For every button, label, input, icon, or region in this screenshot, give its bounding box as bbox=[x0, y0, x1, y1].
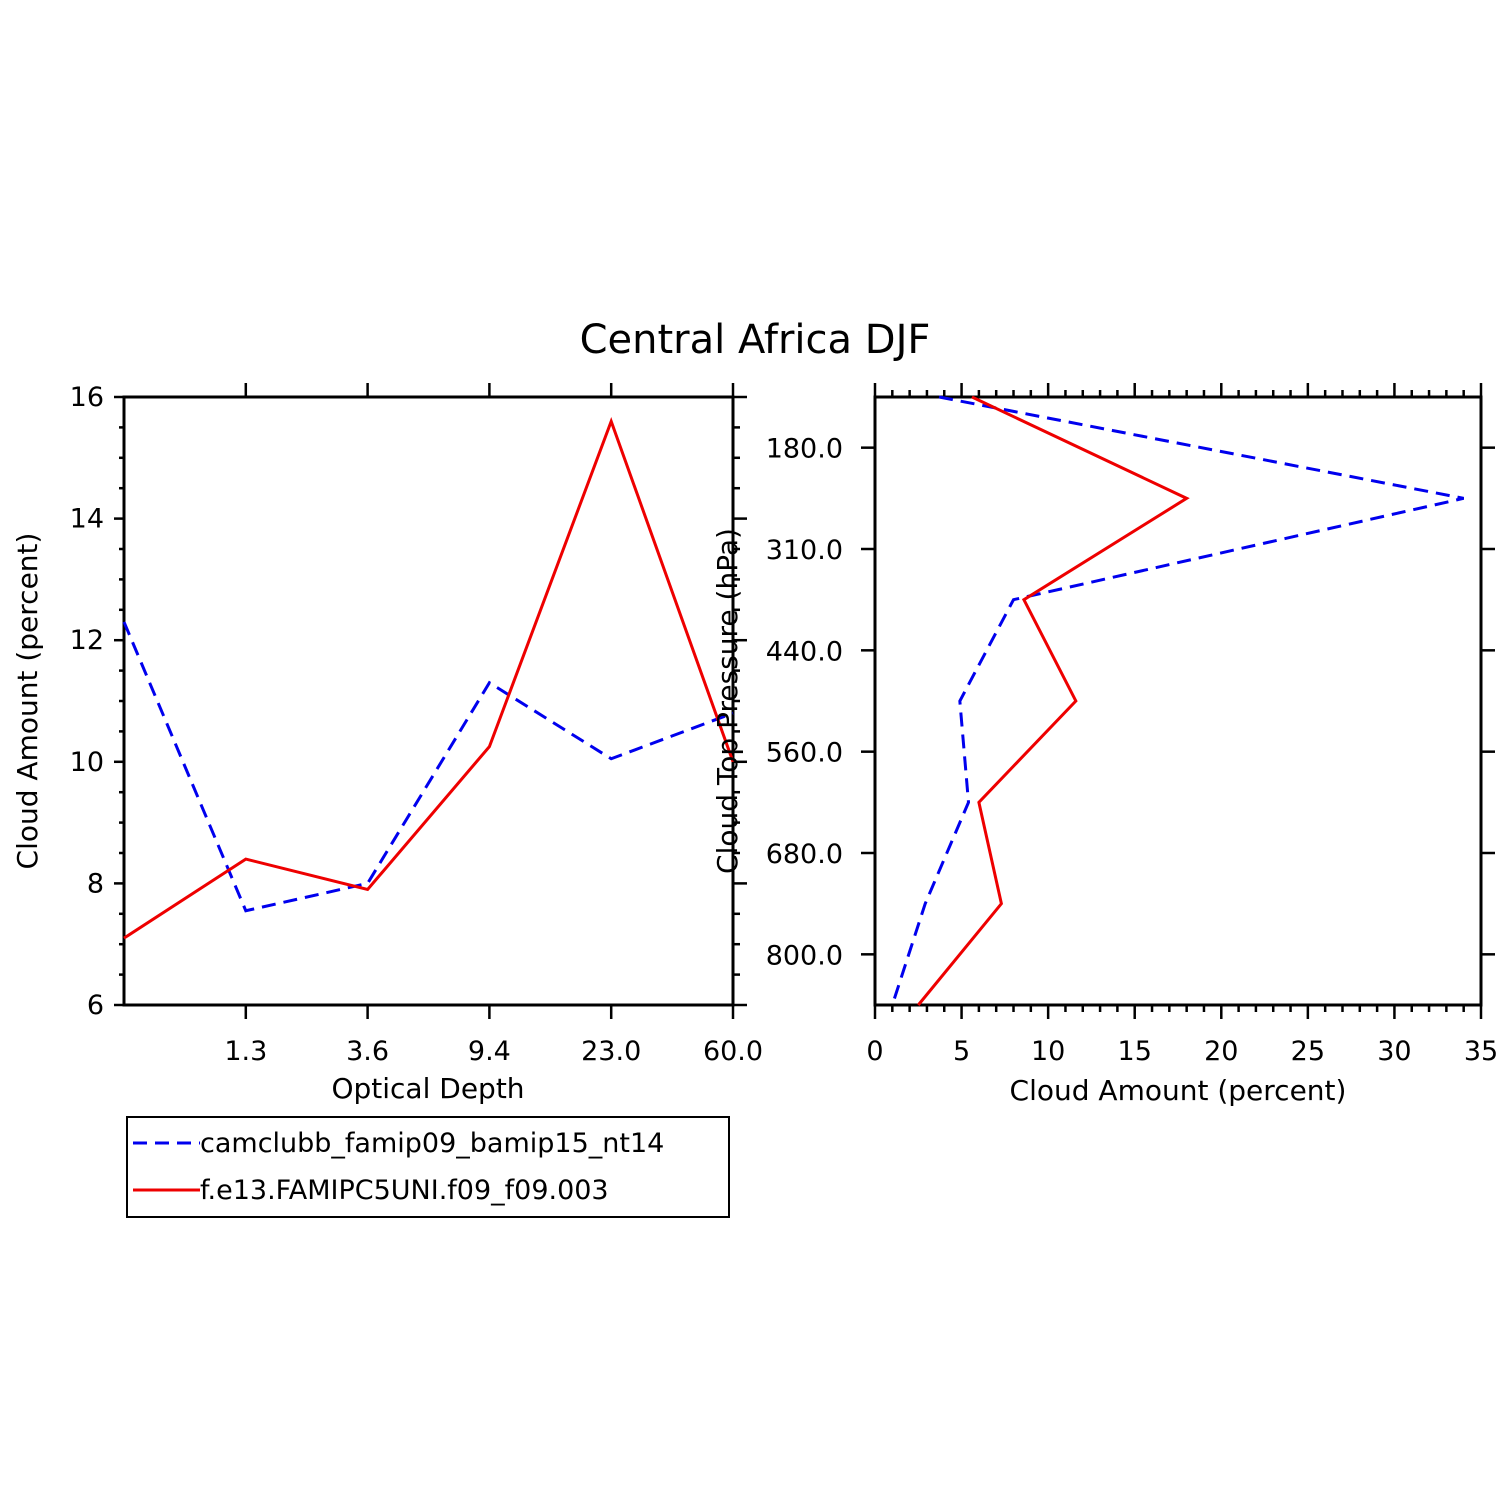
left-tick-labels: 6 8 10 12 14 16 1.3 3.6 9.4 23.0 60.0 bbox=[70, 382, 763, 1067]
left-tick-marks bbox=[114, 383, 747, 1019]
right-x-tick-label: 10 bbox=[1031, 1036, 1065, 1067]
right-tick-marks bbox=[861, 383, 1495, 1019]
legend-label-blue: camclubb_famip09_bamip15_nt14 bbox=[200, 1128, 664, 1159]
right-y-tick-label: 310.0 bbox=[766, 535, 843, 566]
left-x-tick-label: 3.6 bbox=[346, 1036, 389, 1067]
optical-depth-panel: 6 8 10 12 14 16 1.3 3.6 9.4 23.0 60.0 Optical Dept… bbox=[11, 382, 763, 1105]
left-y-tick-label: 12 bbox=[70, 625, 104, 656]
left-series-line-red bbox=[123, 416, 735, 940]
right-x-tick-label: 15 bbox=[1118, 1036, 1152, 1067]
right-x-tick-label: 35 bbox=[1464, 1036, 1498, 1067]
left-x-tick-label: 1.3 bbox=[224, 1036, 267, 1067]
left-plot-frame bbox=[122, 395, 735, 1007]
left-x-tick-label: 9.4 bbox=[468, 1036, 511, 1067]
left-series-lines bbox=[122, 416, 735, 940]
left-x-axis-title: Optical Depth bbox=[331, 1072, 524, 1105]
left-y-tick-label: 16 bbox=[70, 382, 104, 413]
left-x-tick-label: 23.0 bbox=[581, 1036, 641, 1067]
left-y-axis-title: Cloud Amount (percent) bbox=[11, 533, 44, 870]
right-x-tick-label: 25 bbox=[1291, 1036, 1325, 1067]
right-y-axis-title: Cloud Top Pressure (hPa) bbox=[711, 528, 744, 874]
right-y-tick-label: 560.0 bbox=[766, 738, 843, 769]
right-y-tick-label: 180.0 bbox=[766, 434, 843, 465]
right-tick-labels: 0 5 10 15 20 25 30 35 180.0 310.0 440.0 560.0 680.0 8… bbox=[766, 434, 1498, 1067]
right-x-tick-label: 30 bbox=[1377, 1036, 1411, 1067]
right-y-tick-label: 680.0 bbox=[766, 839, 843, 870]
left-y-tick-label: 8 bbox=[87, 868, 104, 899]
right-x-tick-label: 5 bbox=[953, 1036, 970, 1067]
legend-box bbox=[126, 1116, 730, 1218]
left-x-tick-label: 60.0 bbox=[703, 1036, 763, 1067]
left-y-tick-label: 10 bbox=[70, 747, 104, 778]
right-series-lines bbox=[890, 395, 1465, 1006]
right-plot-frame bbox=[873, 395, 1483, 1007]
right-y-tick-label: 800.0 bbox=[766, 940, 843, 971]
right-series-line-red bbox=[917, 395, 1190, 1006]
left-y-tick-label: 6 bbox=[87, 990, 104, 1021]
plot-title: Central Africa DJF bbox=[580, 317, 931, 363]
legend-label-red: f.e13.FAMIPC5UNI.f09_f09.003 bbox=[200, 1175, 609, 1206]
right-series-line-blue bbox=[890, 395, 1465, 1006]
left-y-tick-label: 14 bbox=[70, 504, 104, 535]
right-x-tick-label: 20 bbox=[1204, 1036, 1238, 1067]
right-x-tick-label: 0 bbox=[866, 1036, 883, 1067]
right-y-tick-label: 440.0 bbox=[766, 636, 843, 667]
left-series-line-blue bbox=[122, 621, 734, 913]
legend: camclubb_famip09_bamip15_nt14 f.e13.FAMI… bbox=[126, 1116, 730, 1218]
right-x-axis-title: Cloud Amount (percent) bbox=[1010, 1074, 1347, 1107]
cloud-top-pressure-panel: 0 5 10 15 20 25 30 35 180.0 310.0 440.0 560.0 680.0 8… bbox=[711, 383, 1498, 1107]
